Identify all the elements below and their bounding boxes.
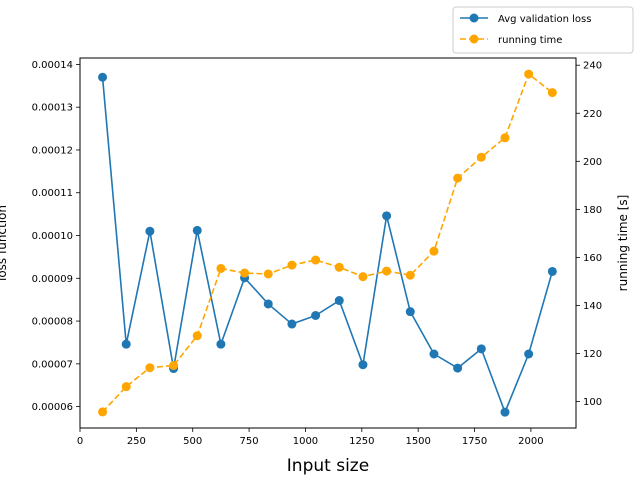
loss-data-point <box>216 339 226 349</box>
legend: Avg validation loss running time <box>452 6 634 54</box>
legend-time-label: running time <box>498 35 562 46</box>
y-left-tick-label: 0.00011 <box>32 188 73 199</box>
y-right-tick-label: 160 <box>583 253 602 264</box>
running-time-data-point <box>240 268 250 278</box>
loss-data-point <box>453 363 463 373</box>
running-time-data-point <box>216 263 226 273</box>
loss-data-point <box>98 72 108 82</box>
loss-data-point <box>405 307 415 317</box>
running-time-data-point <box>358 272 368 282</box>
y-right-tick-label: 100 <box>583 397 602 408</box>
y-left-tick-label: 0.00006 <box>32 402 73 413</box>
y-left-tick-label: 0.00010 <box>32 231 73 242</box>
x-tick-label: 500 <box>183 436 202 447</box>
running-time-data-point <box>311 255 321 265</box>
running-time-data-point <box>98 407 108 417</box>
running-time-series-line <box>101 73 553 413</box>
y-right-tick-label: 180 <box>583 205 602 216</box>
running-time-data-point <box>334 262 344 272</box>
running-time-data-point <box>192 331 202 341</box>
running-time-data-point <box>121 382 131 392</box>
loss-data-point <box>263 299 273 309</box>
running-time-data-point <box>382 266 392 276</box>
plot-area <box>80 58 576 428</box>
x-tick-label: 1250 <box>349 436 374 447</box>
loss-series-line <box>101 77 554 413</box>
loss-data-point <box>192 225 202 235</box>
loss-data-point <box>429 349 439 359</box>
running-time-data-point <box>169 361 179 371</box>
running-time-data-point <box>405 270 415 280</box>
y-right-tick-label: 240 <box>583 61 602 72</box>
x-tick-label: 0 <box>77 436 83 447</box>
loss-data-point <box>334 296 344 306</box>
running-time-data-point <box>524 69 534 79</box>
loss-data-point <box>382 211 392 221</box>
y-right-axis-ticks: 100 120 140 160 180 200 220 240 <box>576 61 602 408</box>
x-tick-label: 1000 <box>293 436 318 447</box>
x-axis-label: Input size <box>287 456 369 476</box>
loss-data-point <box>358 360 368 370</box>
running-time-data-point <box>263 269 273 279</box>
running-time-data-point <box>476 152 486 162</box>
x-tick-label: 750 <box>240 436 259 447</box>
x-axis-ticks: 0 250 500 750 1000 1250 1500 1750 2000 <box>77 428 544 447</box>
y-left-tick-label: 0.00013 <box>32 103 73 114</box>
running-time-data-point <box>453 173 463 183</box>
y-left-tick-label: 0.00008 <box>32 317 73 328</box>
plot-frame <box>79 57 577 429</box>
legend-loss-label: Avg validation loss <box>498 14 591 25</box>
loss-data-point <box>524 349 534 359</box>
legend-box <box>452 6 634 54</box>
x-tick-label: 1750 <box>462 436 487 447</box>
y-right-axis-label: running time [s] <box>616 195 630 292</box>
y-right-tick-label: 200 <box>583 157 602 168</box>
loss-data-point <box>145 226 155 236</box>
y-left-tick-label: 0.00009 <box>32 274 73 285</box>
running-time-data-point <box>429 246 439 256</box>
y-left-tick-label: 0.00012 <box>32 145 73 156</box>
y-left-axis-label: loss function <box>0 205 9 281</box>
running-time-data-point <box>145 363 155 373</box>
y-left-axis-ticks: 0.00006 0.00007 0.00008 0.00009 0.00010 0.000… <box>32 60 80 413</box>
loss-data-point <box>311 311 321 321</box>
running-time-data-point <box>500 133 510 143</box>
x-tick-label: 250 <box>127 436 146 447</box>
y-left-tick-label: 0.00007 <box>32 359 73 370</box>
loss-data-point <box>547 266 557 276</box>
running-time-data-point <box>287 260 297 270</box>
running-time-data-point <box>547 88 557 98</box>
loss-data-point <box>287 319 297 329</box>
loss-data-point <box>121 339 131 349</box>
legend-loss-marker <box>469 13 479 23</box>
loss-data-point <box>500 407 510 417</box>
y-right-tick-label: 140 <box>583 301 602 312</box>
x-tick-label: 1500 <box>405 436 430 447</box>
y-left-tick-label: 0.00014 <box>32 60 73 71</box>
y-right-tick-label: 120 <box>583 349 602 360</box>
loss-data-point <box>476 344 486 354</box>
legend-time-marker <box>469 34 479 44</box>
x-tick-label: 2000 <box>518 436 543 447</box>
series-layer <box>98 69 557 417</box>
y-right-tick-label: 220 <box>583 109 602 120</box>
